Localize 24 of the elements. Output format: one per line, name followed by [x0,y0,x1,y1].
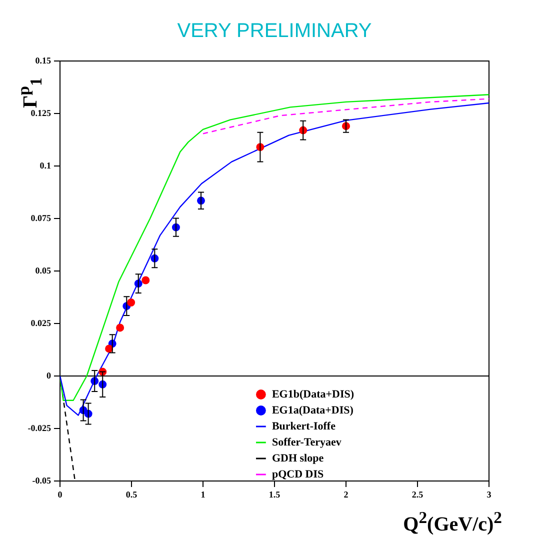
y-tick-label: -0.025 [28,422,52,433]
x-tick-label: 2 [344,490,349,500]
legend-label: EG1b(Data+DIS) [272,388,354,400]
legend-label: pQCD DIS [272,468,324,480]
x-tick-label: 1.5 [268,490,281,500]
x-tick-label: 0.5 [126,490,138,500]
legend-label: EG1a(Data+DIS) [272,404,354,416]
y-tick-label: 0.1 [40,160,52,170]
y-tick-label: 0.125 [30,108,52,118]
y-tick-label: 0 [46,370,52,380]
x-tick-label: 3 [486,490,492,500]
y-tick-label: 0.075 [30,212,52,223]
y-tick-label: -0.05 [32,475,52,486]
x-tick-label: 1 [200,490,206,500]
legend-label: Soffer-Teryaev [272,436,342,448]
x-tick-label: 0 [58,490,63,500]
legend-label: Burkert-Ioffe [272,420,336,432]
chart-title: VERY PRELIMINARY [176,20,373,43]
y-tick-label: 0.05 [35,265,52,276]
y-tick-label: 0.15 [35,55,52,66]
y-tick-label: 0.025 [30,318,52,328]
x-tick-label: 2.5 [412,490,424,500]
x-axis-title: Q$^{2}$(GeV/c)$^{2}$ [403,508,502,537]
legend-label: GDH slope [272,452,324,464]
